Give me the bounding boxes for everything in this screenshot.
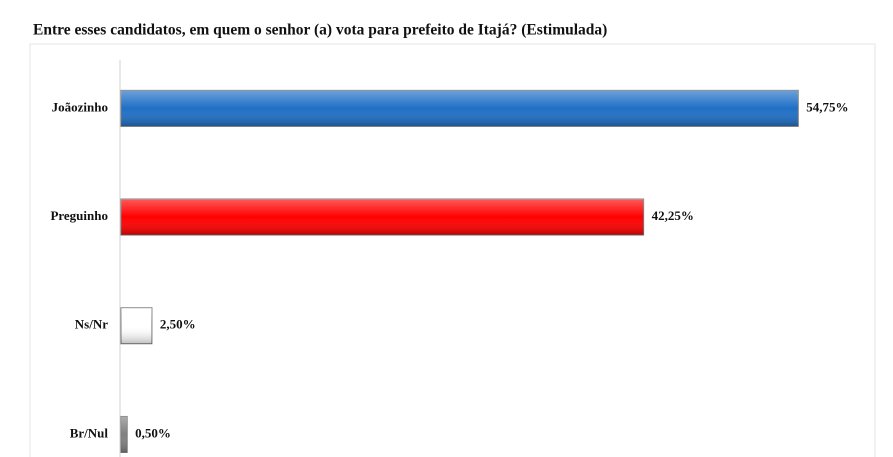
chart-title: Entre esses candidatos, em quem o senhor…: [33, 22, 607, 39]
category-label: Br/Nul: [70, 425, 109, 440]
category-label: Joãozinho: [52, 99, 108, 114]
value-label: 42,25%: [652, 208, 694, 223]
value-label: 2,50%: [160, 317, 196, 332]
bar-shade: [121, 199, 644, 236]
value-label: 54,75%: [806, 99, 848, 114]
plot-frame: [29, 43, 876, 457]
category-label: Preguinho: [50, 208, 108, 223]
bar-shade: [121, 307, 152, 344]
category-label: Ns/Nr: [75, 317, 108, 332]
value-label: 0,50%: [135, 425, 171, 440]
bar-shade: [121, 90, 799, 127]
bar-shade: [121, 416, 128, 453]
